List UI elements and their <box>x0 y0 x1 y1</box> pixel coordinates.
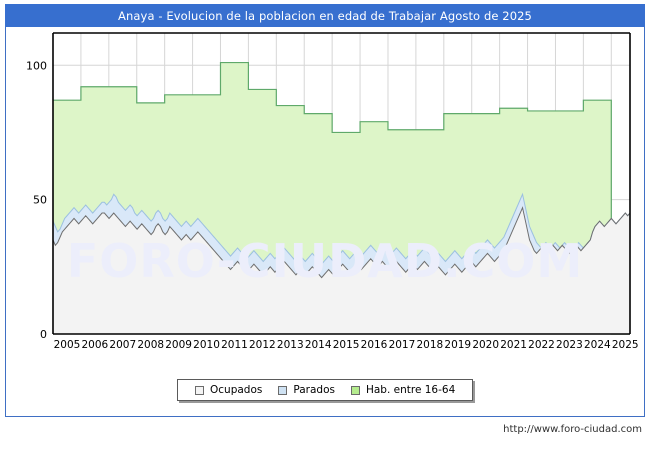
legend-swatch-ocupados <box>195 385 204 395</box>
x-tick-label: 2017 <box>389 339 416 351</box>
y-tick-label: 0 <box>40 328 47 341</box>
x-tick-label: 2008 <box>137 339 164 351</box>
legend-label-ocupados: Ocupados <box>210 384 263 396</box>
y-tick-label: 50 <box>33 194 47 207</box>
legend-item-parados[interactable]: Parados <box>278 384 335 396</box>
window-title-bar: Anaya - Evolucion de la poblacion en eda… <box>5 4 645 27</box>
legend-label-habitantes: Hab. entre 16-64 <box>365 384 456 396</box>
x-tick-label: 2005 <box>54 339 81 351</box>
x-tick-label: 2019 <box>444 339 471 351</box>
x-tick-label: 2015 <box>333 339 360 351</box>
legend-label-parados: Parados <box>293 384 335 396</box>
x-tick-label: 2007 <box>109 339 136 351</box>
legend-item-habitantes[interactable]: Hab. entre 16-64 <box>350 384 456 396</box>
x-tick-label: 2009 <box>165 339 192 351</box>
y-tick-label: 100 <box>26 59 47 72</box>
x-tick-label: 2025 <box>612 339 639 351</box>
x-tick-label: 2018 <box>416 339 443 351</box>
page-title: Anaya - Evolucion de la poblacion en eda… <box>118 8 532 23</box>
x-tick-label: 2023 <box>556 339 583 351</box>
legend-item-ocupados[interactable]: Ocupados <box>195 384 262 396</box>
source-url[interactable]: http://www.foro-ciudad.com <box>503 424 642 435</box>
x-tick-label: 2022 <box>528 339 555 351</box>
chart-legend: Ocupados Parados Hab. entre 16-64 <box>177 379 474 401</box>
x-tick-label: 2012 <box>249 339 276 351</box>
x-tick-label: 2006 <box>82 339 109 351</box>
x-tick-label: 2013 <box>277 339 304 351</box>
x-tick-label: 2016 <box>361 339 388 351</box>
legend-swatch-parados <box>278 385 288 395</box>
x-tick-label: 2011 <box>221 339 248 351</box>
x-tick-label: 2021 <box>500 339 527 351</box>
x-tick-label: 2024 <box>584 339 611 351</box>
chart-plot-area: 0 50 100 2005 2006 2007 2008 2009 2010 2011 2012 20… <box>0 27 650 351</box>
x-tick-label: 2014 <box>305 339 332 351</box>
legend-swatch-habitantes <box>350 385 360 395</box>
x-tick-label: 2020 <box>472 339 499 351</box>
x-tick-label: 2010 <box>193 339 220 351</box>
source-url-text: http://www.foro-ciudad.com <box>503 424 642 435</box>
